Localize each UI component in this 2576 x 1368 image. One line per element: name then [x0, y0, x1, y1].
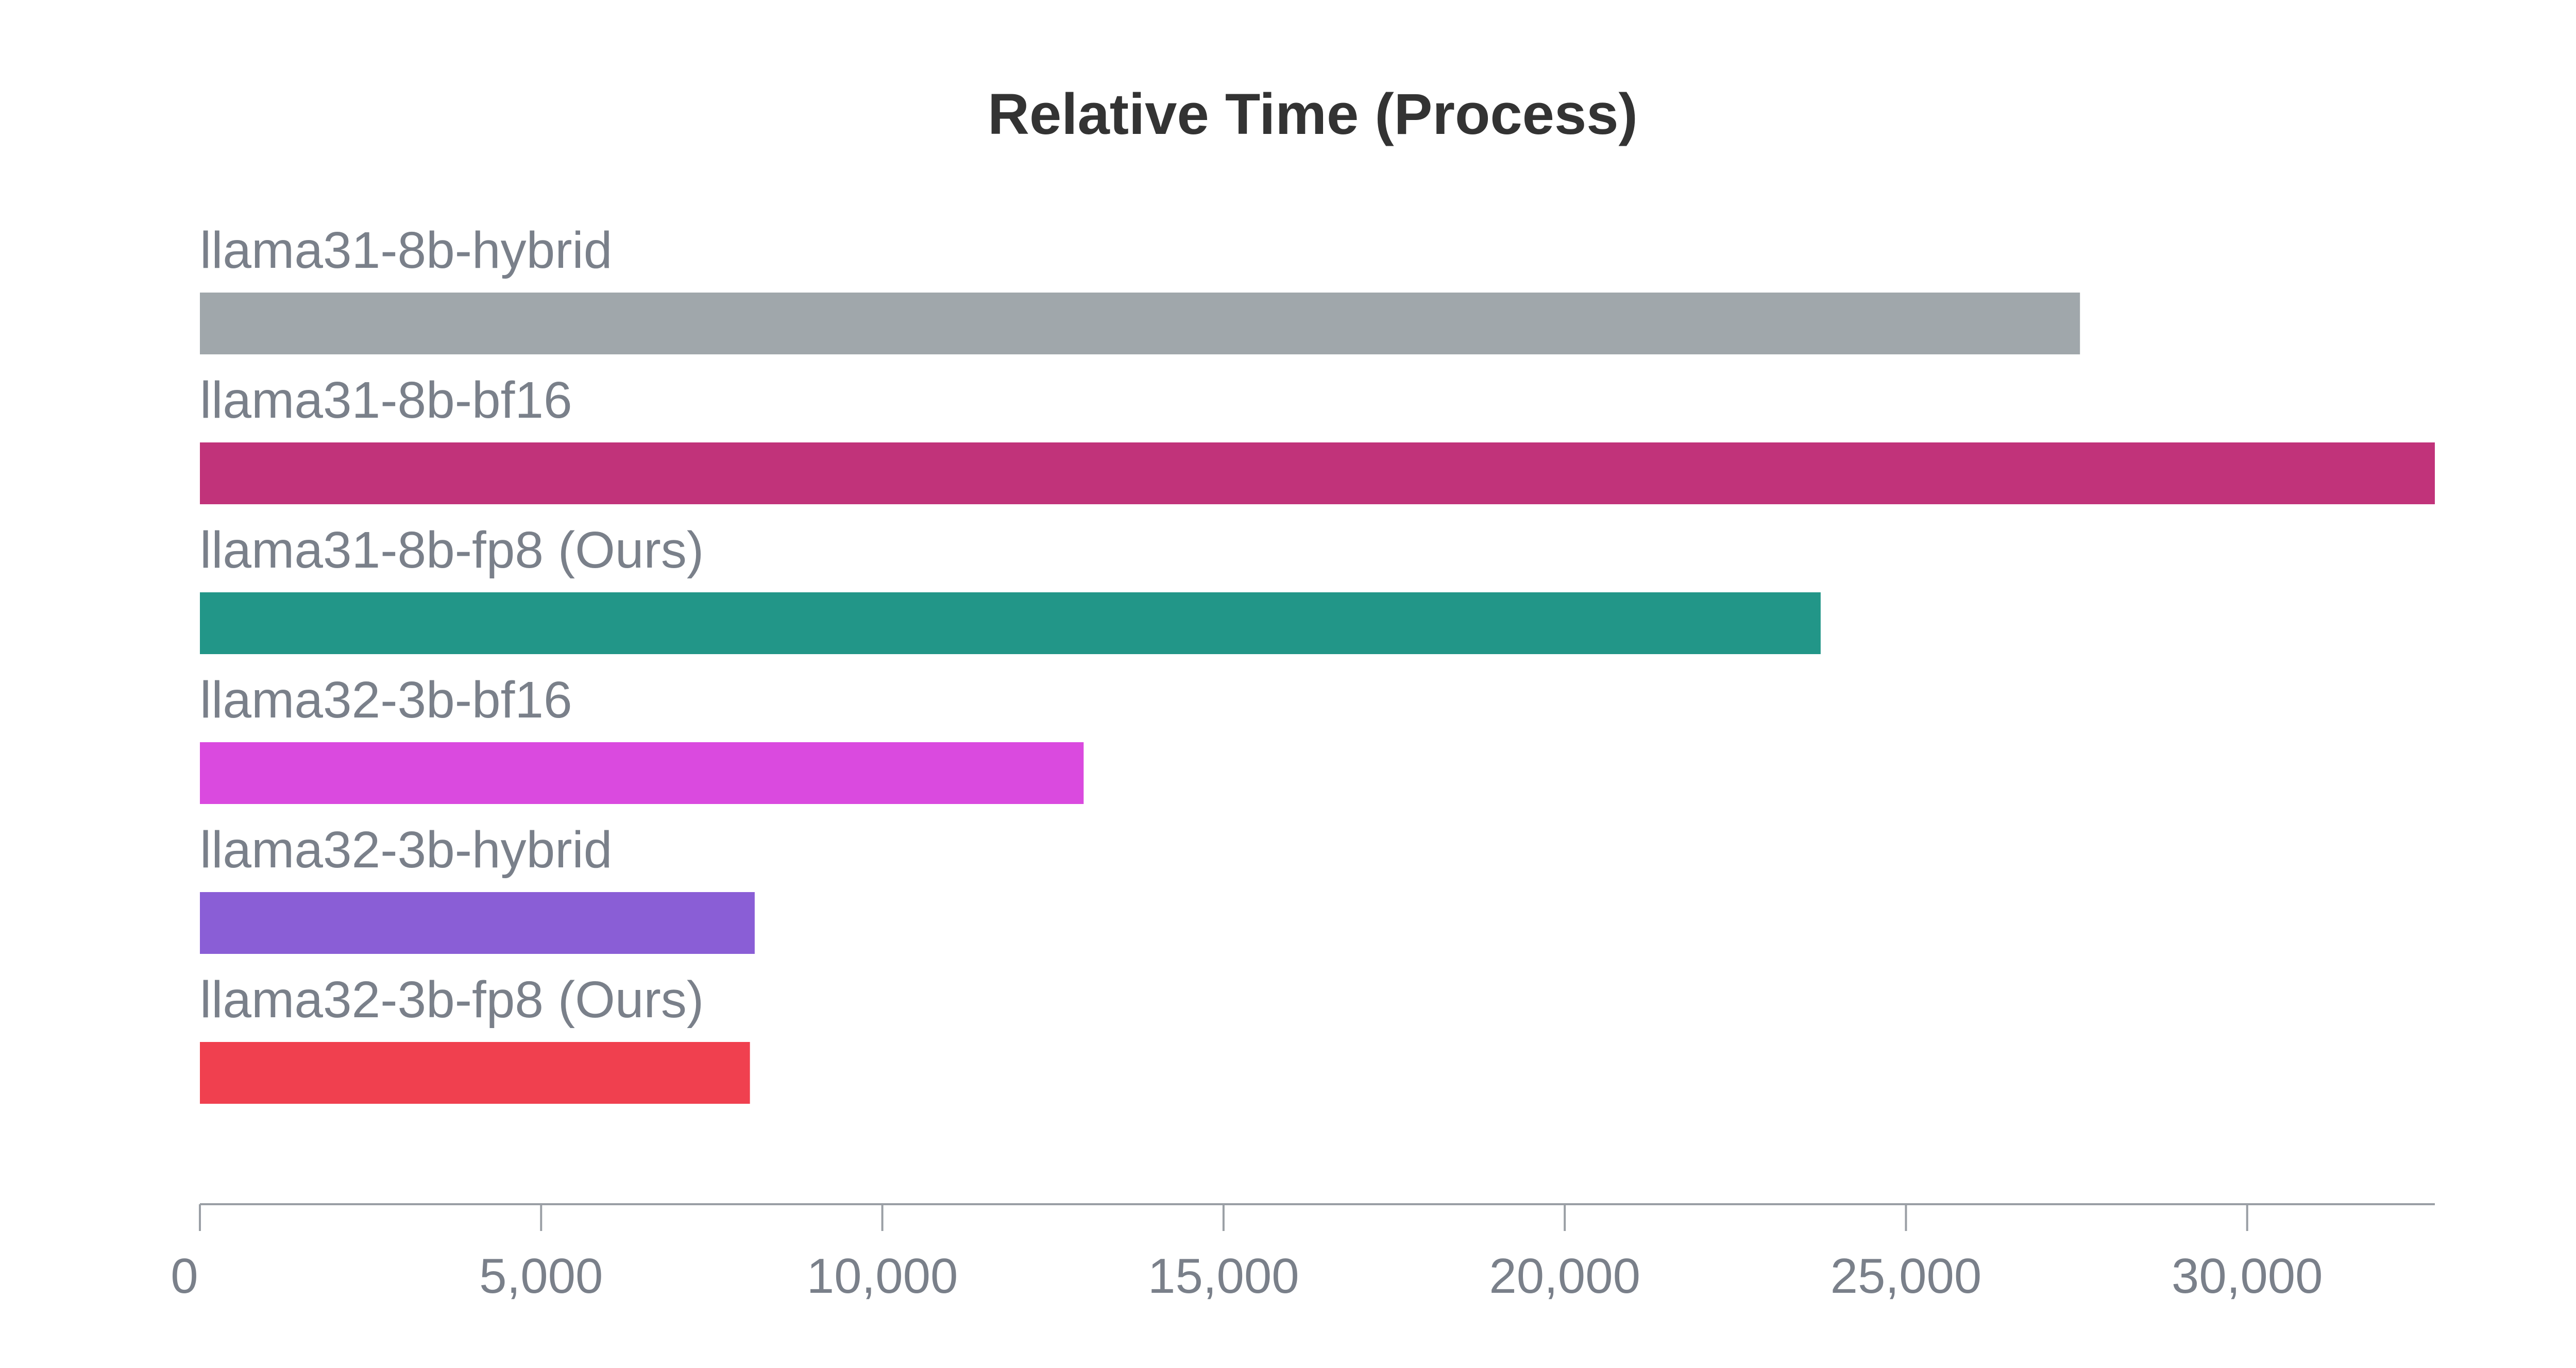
x-tick-label: 10,000	[807, 1249, 958, 1304]
x-tick-label: 5,000	[479, 1249, 603, 1304]
chart-title: Relative Time (Process)	[988, 82, 1638, 146]
bar	[200, 442, 2435, 504]
bar-label: llama32-3b-fp8 (Ours)	[200, 971, 704, 1029]
x-tick-label: 25,000	[1831, 1249, 1982, 1304]
bar	[200, 1042, 750, 1104]
bar-label: llama32-3b-hybrid	[200, 821, 612, 879]
x-tick-label: 15,000	[1148, 1249, 1299, 1304]
bar-label: llama32-3b-bf16	[200, 671, 572, 729]
x-tick-label: 20,000	[1489, 1249, 1640, 1304]
bar	[200, 892, 755, 954]
bars-group: llama31-8b-hybrid llama31-8b-bf16 llama31-…	[200, 221, 2435, 1104]
bar	[200, 742, 1084, 804]
bar-label: llama31-8b-bf16	[200, 371, 572, 429]
bar-label: llama31-8b-hybrid	[200, 221, 612, 279]
x-axis: 0 5,000 10,000 15,000 20,000 25,000 30,000	[171, 1203, 2435, 1304]
x-tick-label: 30,000	[2172, 1249, 2323, 1304]
bar	[200, 293, 2080, 354]
x-tick-label: 0	[171, 1249, 198, 1304]
bar	[200, 592, 1821, 654]
bar-label: llama31-8b-fp8 (Ours)	[200, 521, 704, 579]
